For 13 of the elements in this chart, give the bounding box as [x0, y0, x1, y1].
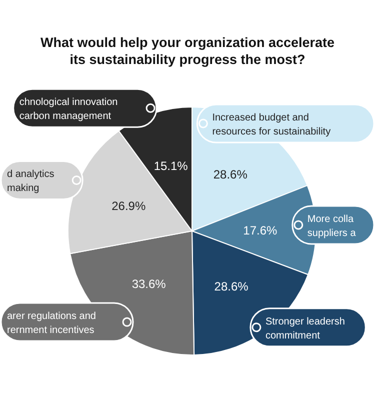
chart-title: What would help your organization accelerate its sustainability progress the most?	[40, 34, 335, 68]
data-label: 33.6%	[132, 276, 166, 291]
slice-label: arer regulations and rernment incentives	[7, 311, 96, 336]
data-label: 15.1%	[154, 159, 188, 174]
data-label: 28.6%	[214, 280, 249, 294]
legend-label: Stronger leadersh commitment	[265, 316, 345, 342]
data-label: 26.9%	[112, 198, 146, 213]
legend-label: More colla suppliers a	[307, 214, 356, 239]
data-label: 28.6%	[213, 168, 248, 182]
slice-label: chnological innovation carbon management	[19, 97, 118, 122]
data-label: 17.6%	[243, 223, 278, 238]
slice-label: d analytics making	[7, 169, 54, 194]
legend-label: Increased budget and resources for sustainability	[212, 112, 331, 138]
